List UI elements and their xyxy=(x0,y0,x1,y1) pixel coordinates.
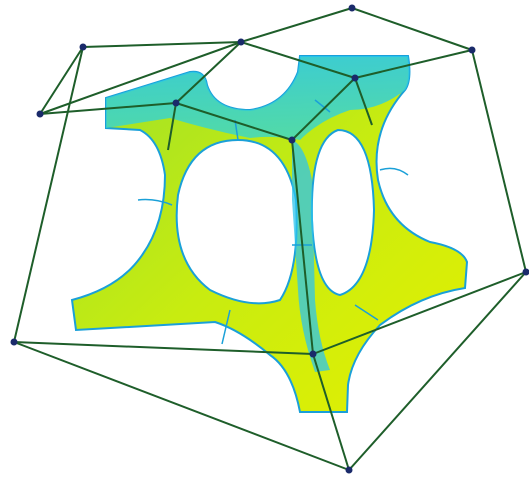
cage xyxy=(13,7,527,471)
control-points xyxy=(10,4,529,474)
center-band xyxy=(292,140,330,372)
top-band xyxy=(106,56,410,140)
